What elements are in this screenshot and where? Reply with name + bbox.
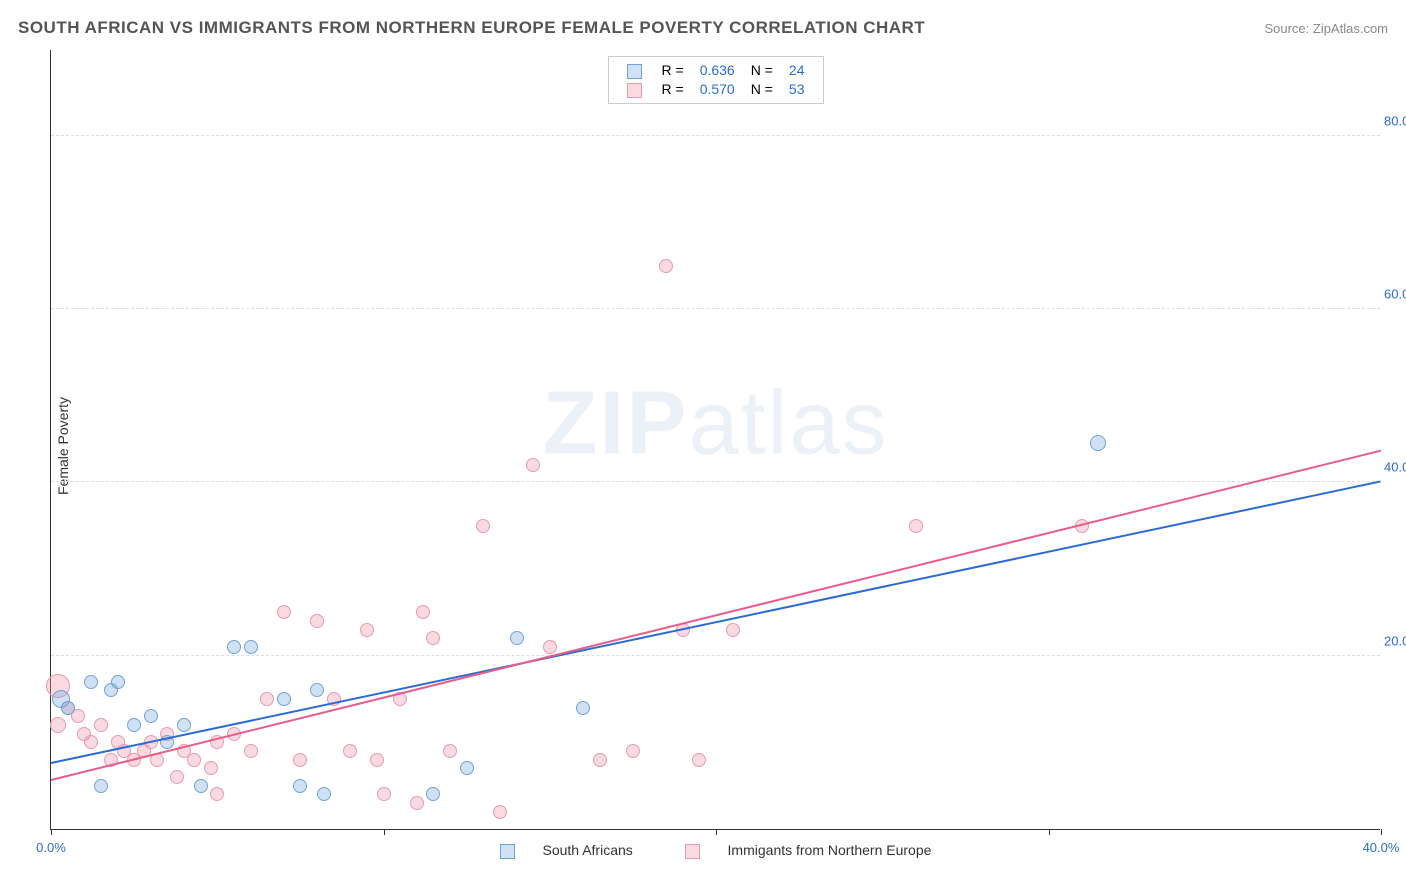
scatter-point <box>443 744 457 758</box>
grid-line <box>51 481 1380 482</box>
scatter-point <box>526 458 540 472</box>
scatter-point <box>410 796 424 810</box>
scatter-point <box>260 692 274 706</box>
scatter-point <box>310 614 324 628</box>
plot-area: ZIPatlas R = 0.636 N = 24 R = 0.570 N = … <box>50 50 1380 830</box>
trend-line <box>51 480 1381 764</box>
x-tick-label: 0.0% <box>36 840 66 855</box>
y-tick-label: 80.0% <box>1384 113 1406 128</box>
stats-row-a: R = 0.636 N = 24 <box>619 61 813 80</box>
y-tick-label: 40.0% <box>1384 460 1406 475</box>
watermark-suffix: atlas <box>688 373 888 473</box>
scatter-point <box>94 718 108 732</box>
scatter-point <box>293 753 307 767</box>
x-tick-label: 40.0% <box>1363 840 1400 855</box>
scatter-point <box>493 805 507 819</box>
stats-legend: R = 0.636 N = 24 R = 0.570 N = 53 <box>608 56 824 104</box>
scatter-point <box>360 623 374 637</box>
scatter-point <box>543 640 557 654</box>
scatter-point <box>204 761 218 775</box>
n-label: N = <box>743 61 781 80</box>
legend-item-a: South Africans <box>488 842 649 858</box>
y-tick-label: 20.0% <box>1384 633 1406 648</box>
x-tick <box>384 829 385 835</box>
scatter-point <box>187 753 201 767</box>
scatter-point <box>210 787 224 801</box>
scatter-point <box>426 631 440 645</box>
series-b-label: Immigants from Northern Europe <box>728 842 932 858</box>
r-value-b: 0.570 <box>692 80 743 99</box>
legend-item-b: Immigants from Northern Europe <box>673 842 944 858</box>
r-label: R = <box>654 61 692 80</box>
scatter-point <box>317 787 331 801</box>
scatter-point <box>416 605 430 619</box>
scatter-point <box>659 259 673 273</box>
scatter-point <box>1090 435 1106 451</box>
scatter-point <box>84 675 98 689</box>
n-label: N = <box>743 80 781 99</box>
scatter-point <box>726 623 740 637</box>
scatter-point <box>370 753 384 767</box>
stats-row-b: R = 0.570 N = 53 <box>619 80 813 99</box>
swatch-b-icon <box>685 844 700 859</box>
x-tick <box>51 829 52 835</box>
grid-line <box>51 135 1380 136</box>
chart-header: SOUTH AFRICAN VS IMMIGRANTS FROM NORTHER… <box>18 18 1388 38</box>
n-value-b: 53 <box>781 80 813 99</box>
scatter-point <box>244 640 258 654</box>
scatter-point <box>127 718 141 732</box>
x-tick <box>716 829 717 835</box>
scatter-point <box>227 640 241 654</box>
trend-line <box>51 450 1381 781</box>
scatter-point <box>84 735 98 749</box>
series-a-label: South Africans <box>542 842 632 858</box>
x-tick <box>1381 829 1382 835</box>
watermark: ZIPatlas <box>542 372 888 475</box>
scatter-point <box>426 787 440 801</box>
scatter-point <box>194 779 208 793</box>
r-value-a: 0.636 <box>692 61 743 80</box>
watermark-prefix: ZIP <box>542 373 688 473</box>
r-label: R = <box>654 80 692 99</box>
swatch-a-icon <box>627 64 642 79</box>
scatter-point <box>293 779 307 793</box>
scatter-point <box>170 770 184 784</box>
swatch-b-icon <box>627 83 642 98</box>
scatter-point <box>94 779 108 793</box>
scatter-point <box>177 718 191 732</box>
scatter-point <box>61 701 75 715</box>
scatter-point <box>277 692 291 706</box>
series-legend: South Africans Immigants from Northern E… <box>51 842 1380 859</box>
scatter-point <box>510 631 524 645</box>
grid-line <box>51 655 1380 656</box>
swatch-a-icon <box>500 844 515 859</box>
chart-title: SOUTH AFRICAN VS IMMIGRANTS FROM NORTHER… <box>18 18 925 38</box>
n-value-a: 24 <box>781 61 813 80</box>
scatter-point <box>476 519 490 533</box>
scatter-point <box>626 744 640 758</box>
scatter-point <box>50 717 66 733</box>
scatter-point <box>692 753 706 767</box>
x-tick <box>1049 829 1050 835</box>
scatter-point <box>460 761 474 775</box>
grid-line <box>51 308 1380 309</box>
scatter-point <box>377 787 391 801</box>
y-tick-label: 60.0% <box>1384 287 1406 302</box>
scatter-point <box>277 605 291 619</box>
chart-source: Source: ZipAtlas.com <box>1264 21 1388 36</box>
scatter-point <box>593 753 607 767</box>
scatter-point <box>909 519 923 533</box>
scatter-point <box>244 744 258 758</box>
scatter-point <box>576 701 590 715</box>
scatter-point <box>310 683 324 697</box>
scatter-point <box>144 709 158 723</box>
scatter-point <box>111 675 125 689</box>
scatter-point <box>343 744 357 758</box>
